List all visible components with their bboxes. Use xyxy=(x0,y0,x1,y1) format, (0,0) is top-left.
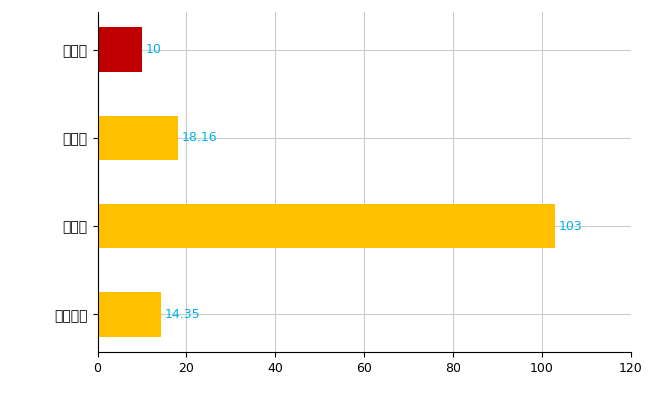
Text: 14.35: 14.35 xyxy=(165,308,200,321)
Bar xyxy=(98,116,178,160)
Text: 18.16: 18.16 xyxy=(182,131,217,144)
Bar xyxy=(98,28,142,72)
Bar xyxy=(98,292,161,336)
Text: 103: 103 xyxy=(558,220,582,233)
Text: 10: 10 xyxy=(146,43,161,56)
Bar xyxy=(98,204,555,248)
